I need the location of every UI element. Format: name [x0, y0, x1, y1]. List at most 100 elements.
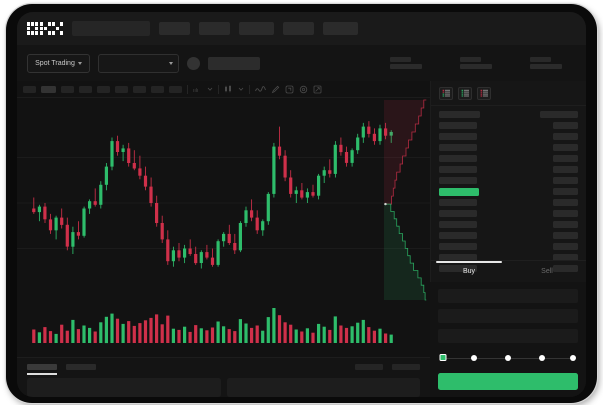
orders-card-2[interactable] — [226, 378, 420, 397]
tab-sell[interactable]: Sell — [508, 261, 586, 282]
market-type-dropdown[interactable]: Spot Trading — [27, 53, 90, 73]
order-book-row[interactable] — [439, 197, 578, 208]
nav-item-4[interactable] — [283, 22, 314, 35]
chevron-down-icon — [77, 61, 82, 65]
chart-type-icon[interactable] — [224, 85, 233, 93]
order-book-price-cell — [439, 232, 477, 239]
timeframe-button-1[interactable] — [23, 85, 36, 93]
order-book-size-cell — [553, 144, 578, 151]
percent-slider-stop-100[interactable] — [570, 354, 576, 361]
order-book-row[interactable] — [439, 142, 578, 153]
order-book-row[interactable] — [439, 175, 578, 186]
order-book-price-cell — [439, 243, 477, 250]
market-stat-1 — [390, 57, 422, 69]
tab-buy[interactable]: Buy — [430, 261, 508, 282]
chevron-down-icon[interactable] — [238, 86, 244, 92]
orders-content — [17, 375, 430, 397]
order-amount-field[interactable] — [438, 309, 578, 323]
chevron-down-icon[interactable] — [207, 86, 213, 92]
nav-item-2[interactable] — [199, 22, 230, 35]
nav-item-1[interactable] — [159, 22, 190, 35]
market-stat-3-label — [530, 57, 551, 62]
timeframe-button-9[interactable] — [169, 85, 182, 93]
orders-action-2[interactable] — [392, 363, 420, 370]
order-book-row[interactable] — [439, 241, 578, 252]
percent-slider-handle[interactable] — [439, 354, 447, 361]
device-frame: Spot Trading — [6, 4, 597, 403]
okx-logo[interactable] — [27, 22, 63, 35]
order-book-row[interactable] — [439, 263, 578, 274]
order-book-row[interactable] — [439, 120, 578, 131]
order-book-row[interactable] — [439, 208, 578, 219]
orderbook-view-asks-icon[interactable] — [477, 87, 491, 100]
toolbar-divider — [218, 84, 219, 94]
percent-slider-stop-50[interactable] — [505, 354, 511, 361]
order-book-size-cell — [553, 166, 578, 173]
market-stat-2-value — [460, 64, 492, 69]
okx-logo-k — [39, 22, 51, 35]
orders-card-1[interactable] — [27, 378, 221, 397]
order-book-row[interactable] — [439, 164, 578, 175]
trading-pair-dropdown[interactable] — [98, 53, 179, 73]
percent-slider-stop-75[interactable] — [539, 354, 545, 361]
app-screen: Spot Trading — [17, 12, 586, 397]
order-book-row[interactable] — [439, 252, 578, 263]
fullscreen-icon[interactable] — [313, 85, 322, 94]
nav-item-5[interactable] — [323, 22, 358, 35]
pair-coin-avatar — [187, 56, 200, 70]
order-book-price-cell — [439, 144, 477, 151]
orderbook-view-both-icon[interactable] — [439, 87, 453, 100]
orders-action-1[interactable] — [355, 363, 383, 370]
candlestick-plot — [17, 121, 430, 269]
svg-text:ıılı: ıılı — [193, 88, 198, 93]
timeframe-button-6[interactable] — [115, 85, 128, 93]
market-stat-1-label — [390, 57, 411, 62]
percent-slider[interactable] — [439, 352, 576, 364]
percent-slider-stop-25[interactable] — [471, 354, 477, 361]
order-book-view-toggle — [431, 81, 586, 106]
order-book-row[interactable] — [439, 230, 578, 241]
volume-plot — [32, 308, 393, 344]
order-book-size-cell — [553, 243, 578, 250]
timeframe-button-5[interactable] — [97, 85, 110, 93]
timeframe-button-3[interactable] — [61, 85, 74, 93]
order-book-price-cell — [439, 254, 477, 261]
toolbar-divider — [249, 84, 250, 94]
order-book-price-cell — [439, 166, 477, 173]
indicators-icon[interactable]: ıılı — [193, 86, 202, 93]
last-price-display — [208, 56, 260, 70]
timeframe-button-8[interactable] — [151, 85, 164, 93]
order-book-row[interactable] — [439, 153, 578, 164]
order-book-row[interactable] — [439, 186, 578, 197]
orders-tab-history[interactable] — [66, 363, 96, 370]
timeframe-button-4[interactable] — [79, 85, 92, 93]
market-stat-3-value — [530, 64, 562, 69]
order-price-field[interactable] — [438, 289, 578, 303]
order-book-row[interactable] — [439, 109, 578, 120]
order-book-price-cell — [439, 155, 477, 162]
order-book-price-cell — [439, 221, 477, 228]
order-total-field[interactable] — [438, 329, 578, 343]
volume-histogram[interactable] — [17, 302, 430, 357]
orders-tab-open[interactable] — [27, 363, 57, 375]
nav-item-3[interactable] — [239, 22, 274, 35]
order-book-row[interactable] — [439, 131, 578, 142]
timeframe-button-7[interactable] — [133, 85, 146, 93]
global-search-input[interactable] — [72, 21, 150, 36]
order-book-size-cell — [553, 177, 578, 184]
order-book-row[interactable] — [439, 219, 578, 230]
orderbook-view-bids-icon[interactable] — [458, 87, 472, 100]
order-book-size-cell — [553, 188, 578, 195]
candlestick-chart[interactable] — [17, 98, 430, 302]
chevron-down-icon — [169, 61, 173, 65]
line-chart-icon[interactable] — [255, 85, 266, 93]
order-book-price-cell — [439, 177, 477, 184]
drawing-pencil-icon[interactable] — [271, 85, 280, 94]
settings-gear-icon[interactable] — [299, 85, 308, 94]
orders-tab-bar — [17, 358, 430, 375]
magnet-icon[interactable] — [285, 85, 294, 94]
market-type-label: Spot Trading — [35, 59, 75, 67]
submit-order-button[interactable] — [438, 373, 578, 390]
order-book-size-cell — [553, 133, 578, 140]
timeframe-button-2[interactable] — [41, 85, 56, 93]
